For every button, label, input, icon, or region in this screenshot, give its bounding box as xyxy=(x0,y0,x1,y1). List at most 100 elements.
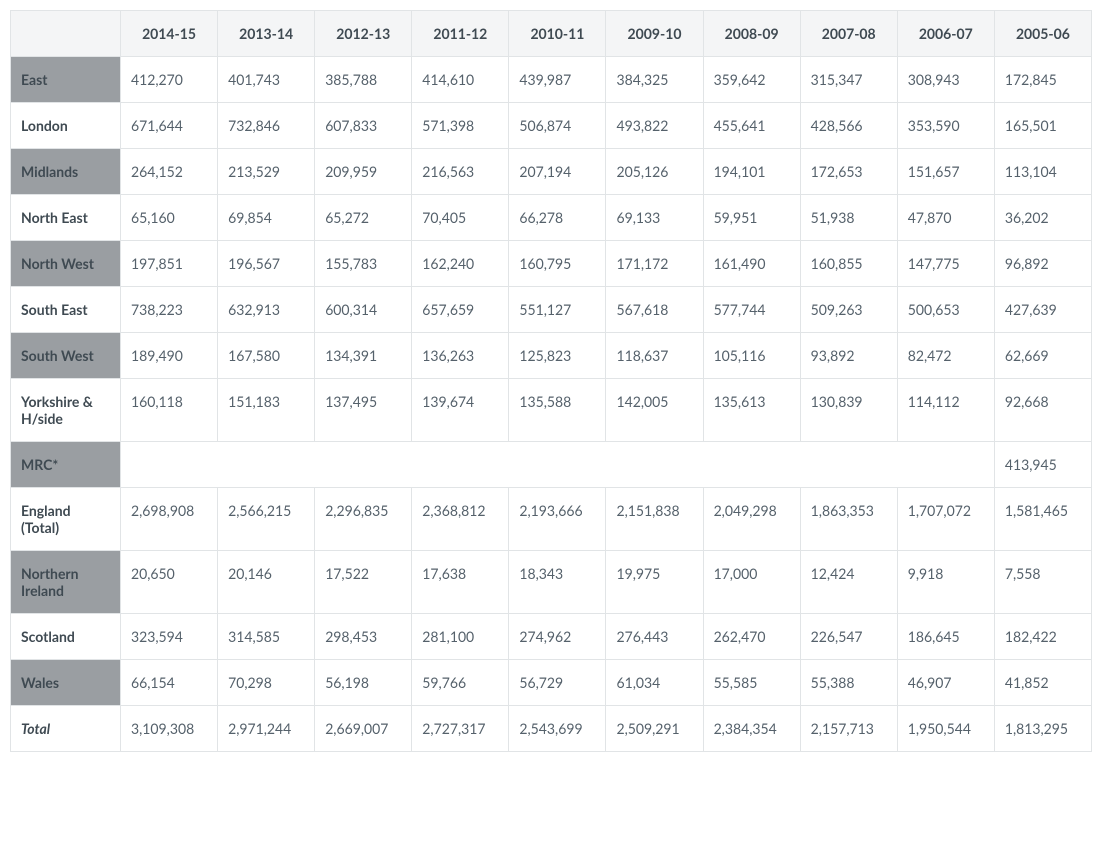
table-row: South East738,223632,913600,314657,65955… xyxy=(11,287,1092,333)
data-cell: 213,529 xyxy=(218,149,315,195)
data-cell: 41,852 xyxy=(994,660,1091,706)
data-cell: 1,581,465 xyxy=(994,488,1091,551)
data-cell: 274,962 xyxy=(509,614,606,660)
data-cell: 2,509,291 xyxy=(606,706,703,752)
data-cell: 69,133 xyxy=(606,195,703,241)
data-cell: 353,590 xyxy=(897,103,994,149)
data-cell: 56,729 xyxy=(509,660,606,706)
row-label: Scotland xyxy=(11,614,121,660)
merged-empty-cell xyxy=(121,442,995,488)
data-cell: 171,172 xyxy=(606,241,703,287)
data-cell: 66,154 xyxy=(121,660,218,706)
data-cell: 160,118 xyxy=(121,379,218,442)
data-cell: 172,845 xyxy=(994,57,1091,103)
data-cell: 151,183 xyxy=(218,379,315,442)
data-cell: 118,637 xyxy=(606,333,703,379)
data-cell: 12,424 xyxy=(800,551,897,614)
data-cell: 17,638 xyxy=(412,551,509,614)
data-cell: 66,278 xyxy=(509,195,606,241)
data-cell: 2,193,666 xyxy=(509,488,606,551)
data-cell: 194,101 xyxy=(703,149,800,195)
data-cell: 59,766 xyxy=(412,660,509,706)
table-row: Wales66,15470,29856,19859,76656,72961,03… xyxy=(11,660,1092,706)
data-cell: 1,863,353 xyxy=(800,488,897,551)
data-cell: 657,659 xyxy=(412,287,509,333)
data-cell: 2,971,244 xyxy=(218,706,315,752)
data-cell: 20,650 xyxy=(121,551,218,614)
data-cell: 671,644 xyxy=(121,103,218,149)
column-header: 2009-10 xyxy=(606,11,703,57)
data-cell: 2,566,215 xyxy=(218,488,315,551)
data-cell: 136,263 xyxy=(412,333,509,379)
data-cell: 632,913 xyxy=(218,287,315,333)
data-cell: 93,892 xyxy=(800,333,897,379)
data-cell: 384,325 xyxy=(606,57,703,103)
data-cell: 160,795 xyxy=(509,241,606,287)
data-cell: 2,698,908 xyxy=(121,488,218,551)
data-cell: 189,490 xyxy=(121,333,218,379)
data-cell: 600,314 xyxy=(315,287,412,333)
data-cell: 18,343 xyxy=(509,551,606,614)
data-cell: 607,833 xyxy=(315,103,412,149)
data-cell: 70,298 xyxy=(218,660,315,706)
data-cell: 216,563 xyxy=(412,149,509,195)
data-cell: 135,588 xyxy=(509,379,606,442)
data-cell: 125,823 xyxy=(509,333,606,379)
data-cell: 226,547 xyxy=(800,614,897,660)
data-cell: 51,938 xyxy=(800,195,897,241)
data-cell: 62,669 xyxy=(994,333,1091,379)
data-cell: 70,405 xyxy=(412,195,509,241)
data-cell: 276,443 xyxy=(606,614,703,660)
data-cell: 500,653 xyxy=(897,287,994,333)
data-cell: 113,104 xyxy=(994,149,1091,195)
data-cell: 61,034 xyxy=(606,660,703,706)
data-cell: 1,813,295 xyxy=(994,706,1091,752)
row-label: Midlands xyxy=(11,149,121,195)
table-body: East412,270401,743385,788414,610439,9873… xyxy=(11,57,1092,752)
column-header: 2008-09 xyxy=(703,11,800,57)
data-cell: 17,522 xyxy=(315,551,412,614)
row-label: England (Total) xyxy=(11,488,121,551)
data-cell: 506,874 xyxy=(509,103,606,149)
data-cell: 2,543,699 xyxy=(509,706,606,752)
data-cell: 2,727,317 xyxy=(412,706,509,752)
data-cell: 385,788 xyxy=(315,57,412,103)
data-cell: 205,126 xyxy=(606,149,703,195)
table-row: Yorkshire & H/side160,118151,183137,4951… xyxy=(11,379,1092,442)
data-cell: 2,151,838 xyxy=(606,488,703,551)
data-cell: 65,272 xyxy=(315,195,412,241)
data-cell: 160,855 xyxy=(800,241,897,287)
data-cell: 59,951 xyxy=(703,195,800,241)
column-header: 2005-06 xyxy=(994,11,1091,57)
row-label: South East xyxy=(11,287,121,333)
data-cell: 46,907 xyxy=(897,660,994,706)
table-row: North West197,851196,567155,783162,24016… xyxy=(11,241,1092,287)
data-cell: 69,854 xyxy=(218,195,315,241)
data-cell: 135,613 xyxy=(703,379,800,442)
row-label: South West xyxy=(11,333,121,379)
row-label: MRC* xyxy=(11,442,121,488)
data-cell: 130,839 xyxy=(800,379,897,442)
data-cell: 36,202 xyxy=(994,195,1091,241)
data-cell: 7,558 xyxy=(994,551,1091,614)
table-row: East412,270401,743385,788414,610439,9873… xyxy=(11,57,1092,103)
data-cell: 414,610 xyxy=(412,57,509,103)
table-row: Northern Ireland20,65020,14617,52217,638… xyxy=(11,551,1092,614)
data-cell: 186,645 xyxy=(897,614,994,660)
data-cell: 55,388 xyxy=(800,660,897,706)
data-cell: 114,112 xyxy=(897,379,994,442)
data-cell: 162,240 xyxy=(412,241,509,287)
data-cell: 167,580 xyxy=(218,333,315,379)
data-cell: 96,892 xyxy=(994,241,1091,287)
data-cell: 209,959 xyxy=(315,149,412,195)
data-cell: 82,472 xyxy=(897,333,994,379)
data-cell: 207,194 xyxy=(509,149,606,195)
data-cell: 56,198 xyxy=(315,660,412,706)
data-cell: 314,585 xyxy=(218,614,315,660)
data-cell: 134,391 xyxy=(315,333,412,379)
row-label: Total xyxy=(11,706,121,752)
data-cell: 165,501 xyxy=(994,103,1091,149)
data-cell: 308,943 xyxy=(897,57,994,103)
data-cell: 439,987 xyxy=(509,57,606,103)
data-cell: 2,669,007 xyxy=(315,706,412,752)
